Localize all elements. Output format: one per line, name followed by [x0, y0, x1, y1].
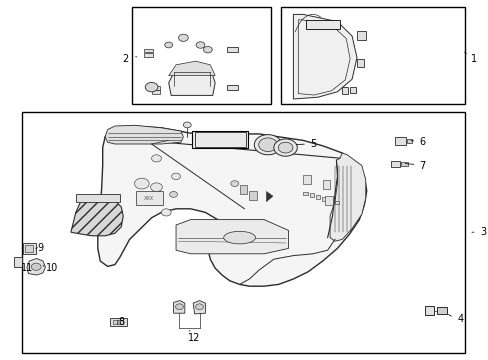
Circle shape — [195, 304, 203, 310]
Text: 10: 10 — [45, 263, 58, 273]
Bar — [394, 137, 405, 145]
Text: XXX: XXX — [144, 195, 154, 201]
Circle shape — [273, 139, 297, 156]
Bar — [349, 87, 355, 93]
Bar — [76, 194, 120, 202]
Circle shape — [150, 183, 162, 192]
Bar — [22, 112, 464, 353]
Bar — [315, 195, 320, 199]
Circle shape — [175, 304, 183, 310]
Circle shape — [171, 173, 180, 180]
Bar — [356, 31, 365, 40]
Bar — [136, 191, 163, 205]
Bar — [281, 7, 464, 104]
Bar — [151, 90, 160, 94]
Polygon shape — [293, 14, 356, 99]
Polygon shape — [98, 126, 366, 286]
Text: 6: 6 — [419, 137, 425, 147]
Circle shape — [161, 209, 171, 216]
Bar — [151, 86, 160, 90]
Bar — [144, 49, 153, 52]
Bar — [14, 257, 22, 267]
Circle shape — [178, 34, 188, 41]
Bar — [227, 85, 238, 90]
Polygon shape — [71, 196, 123, 236]
Ellipse shape — [223, 231, 255, 244]
Bar — [113, 320, 123, 324]
Circle shape — [196, 42, 204, 48]
Text: 5: 5 — [310, 139, 316, 149]
Circle shape — [230, 181, 238, 186]
Circle shape — [151, 155, 161, 162]
Bar — [322, 180, 329, 189]
Bar — [110, 318, 127, 326]
Bar — [390, 161, 399, 167]
Polygon shape — [176, 220, 288, 254]
Circle shape — [134, 178, 149, 189]
Polygon shape — [105, 125, 183, 144]
Circle shape — [31, 263, 41, 270]
Bar — [328, 199, 332, 202]
Polygon shape — [266, 192, 272, 202]
Bar — [192, 131, 248, 148]
Bar — [132, 7, 271, 104]
Text: 9: 9 — [37, 243, 43, 253]
Circle shape — [278, 142, 292, 153]
Circle shape — [183, 122, 191, 128]
Circle shape — [254, 135, 281, 155]
Bar — [325, 196, 332, 205]
Bar — [356, 59, 364, 67]
Bar — [239, 185, 246, 194]
Polygon shape — [168, 65, 215, 95]
Bar — [303, 175, 310, 184]
Text: 8: 8 — [118, 317, 124, 327]
Circle shape — [203, 46, 212, 53]
Bar — [322, 197, 326, 201]
Polygon shape — [329, 153, 365, 241]
Bar — [342, 87, 347, 94]
Text: 7: 7 — [419, 161, 425, 171]
Bar — [194, 132, 245, 147]
Bar — [144, 53, 153, 57]
Text: 1: 1 — [469, 54, 476, 64]
Text: 12: 12 — [188, 333, 201, 343]
Bar — [401, 162, 407, 166]
Circle shape — [145, 82, 158, 92]
Polygon shape — [173, 301, 184, 313]
Bar — [303, 192, 307, 195]
Circle shape — [164, 42, 172, 48]
Polygon shape — [193, 301, 205, 314]
Bar — [227, 47, 238, 52]
Text: 11: 11 — [20, 263, 33, 273]
Bar — [436, 307, 447, 314]
Bar — [309, 193, 313, 197]
Polygon shape — [27, 258, 45, 275]
Bar — [334, 201, 339, 204]
Text: 4: 4 — [456, 314, 463, 324]
Bar — [25, 245, 33, 252]
Bar — [305, 20, 339, 29]
Bar — [23, 243, 36, 254]
Bar — [425, 306, 433, 315]
Text: 3: 3 — [479, 227, 486, 237]
Circle shape — [169, 192, 177, 197]
Bar — [249, 191, 256, 200]
Bar — [407, 139, 411, 143]
Text: 2: 2 — [122, 54, 128, 64]
Polygon shape — [168, 61, 215, 76]
Circle shape — [258, 138, 277, 152]
